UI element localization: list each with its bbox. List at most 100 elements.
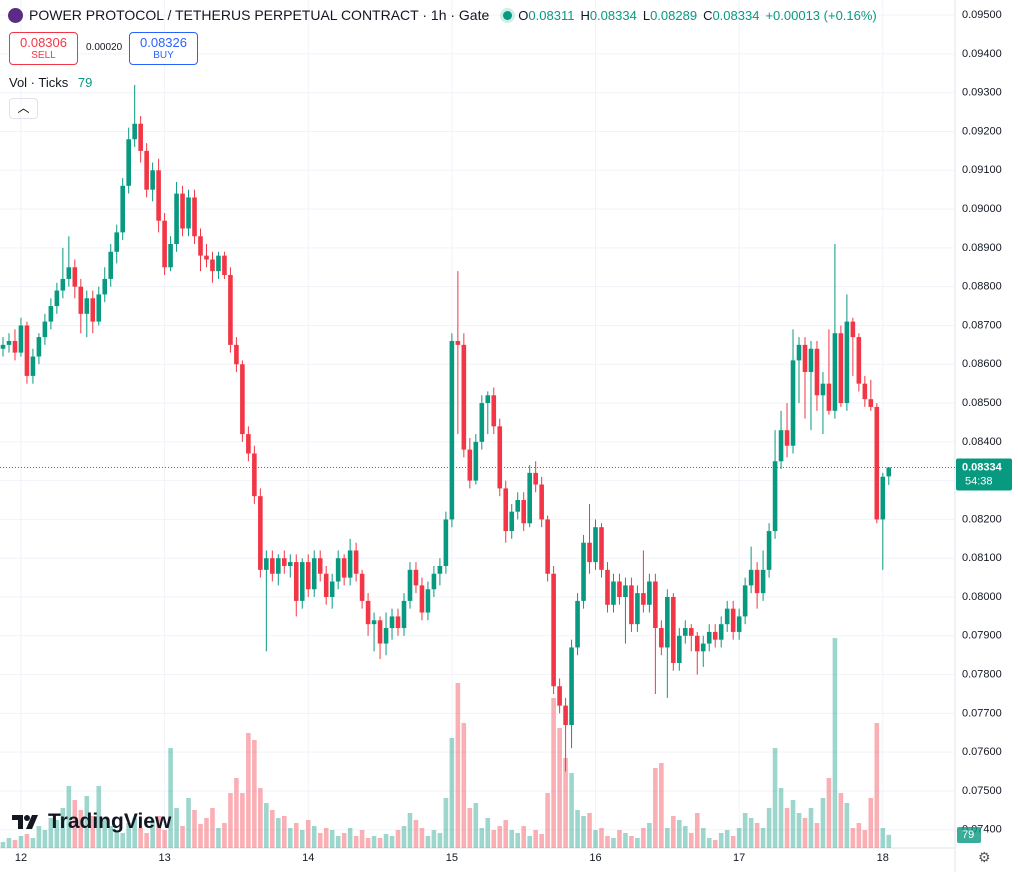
symbol-icon <box>8 7 23 23</box>
volume-bar <box>545 793 550 848</box>
ohlc-value: 0.08334 <box>589 7 637 23</box>
candle-body <box>299 562 305 601</box>
volume-bar <box>144 833 149 848</box>
volume-bar <box>521 826 526 848</box>
volume-bar <box>509 830 515 848</box>
volume-bar <box>42 830 48 848</box>
volume-bar <box>293 823 299 848</box>
candle-body <box>210 259 215 272</box>
candle-body <box>311 558 317 590</box>
candle-body <box>605 569 610 605</box>
volume-bar <box>431 830 437 848</box>
candle-body <box>778 430 784 462</box>
y-tick-label: 0.09000 <box>962 203 1002 215</box>
buy-label: BUY <box>153 50 174 61</box>
candle-body <box>437 565 443 574</box>
y-tick-label: 0.08800 <box>962 281 1002 293</box>
volume-bar <box>48 818 54 848</box>
volume-bar <box>96 786 102 848</box>
volume-bar <box>90 816 96 848</box>
countdown: 54:38 <box>965 475 993 487</box>
volume-bar <box>629 836 634 848</box>
candle-body <box>353 550 359 574</box>
settings-button[interactable]: ⚙ <box>978 849 991 865</box>
volume-bar <box>353 836 359 848</box>
candle-body <box>293 562 299 601</box>
volume-bar <box>84 796 90 848</box>
volume-bar <box>635 838 640 848</box>
candle-body <box>473 441 479 481</box>
candle-body <box>485 395 491 404</box>
candle-body <box>760 569 766 594</box>
volume-bar <box>808 808 814 848</box>
volume-bar <box>700 828 706 848</box>
y-tick-label: 0.08900 <box>962 242 1002 254</box>
volume-bar <box>264 803 269 848</box>
candle-body <box>18 325 24 353</box>
volume-bar <box>305 820 311 848</box>
volume-bar <box>461 723 467 848</box>
candle-body <box>563 705 568 726</box>
volume-bar <box>772 748 778 848</box>
volume-bar <box>718 833 724 848</box>
volume-bar <box>180 826 185 848</box>
volume-bar <box>24 834 30 848</box>
candle-body <box>323 573 329 598</box>
candle-body <box>449 340 455 520</box>
volume-bar <box>485 818 491 848</box>
ohlc-value: 0.08289 <box>650 7 698 23</box>
candle-body <box>527 472 532 524</box>
candle-body <box>479 403 485 442</box>
candle-body <box>796 344 802 361</box>
volume-bar <box>168 748 173 848</box>
volume-bar <box>6 838 12 848</box>
volume-bar <box>18 836 24 848</box>
sell-button[interactable]: 0.08306 SELL <box>9 32 78 65</box>
volume-bar <box>659 763 664 848</box>
y-tick-label: 0.07800 <box>962 669 1002 681</box>
volume-bar <box>611 838 616 848</box>
volume-bar <box>377 838 383 848</box>
candle-body <box>192 197 197 237</box>
ohlc-item: H0.08334 <box>580 8 636 23</box>
candle-body <box>838 333 844 404</box>
buy-button[interactable]: 0.08326 BUY <box>129 32 198 65</box>
volume-bar <box>246 733 251 848</box>
buy-price: 0.08326 <box>140 35 187 50</box>
candle-body <box>724 608 730 625</box>
volume-bar <box>653 768 658 848</box>
volume-bar <box>605 836 610 848</box>
sell-price: 0.08306 <box>20 35 67 50</box>
volume-bar <box>383 834 389 848</box>
y-tick-label: 0.09500 <box>962 9 1002 21</box>
candle-body <box>677 635 682 663</box>
volume-bar <box>557 728 562 848</box>
y-tick-label: 0.07700 <box>962 707 1002 719</box>
volume-bar <box>365 838 371 848</box>
volume-bar <box>323 828 329 848</box>
ohlc-key: L <box>642 7 651 23</box>
candle-body <box>347 550 353 578</box>
volume-bar <box>706 838 712 848</box>
candle-body <box>180 193 185 229</box>
x-tick-label: 15 <box>446 852 458 864</box>
candle-body <box>790 360 796 446</box>
y-tick-label: 0.07600 <box>962 746 1002 758</box>
candle-body <box>551 573 556 687</box>
sell-label: SELL <box>31 50 56 61</box>
volume-bar <box>156 816 161 848</box>
volume-bar <box>682 826 688 848</box>
candle-body <box>665 597 670 648</box>
volume-bar <box>162 830 167 848</box>
volume-bar <box>204 818 209 848</box>
volume-bar <box>856 823 862 848</box>
x-tick-label: 18 <box>877 852 889 864</box>
volume-bar <box>30 838 36 848</box>
collapse-button[interactable]: ︿ <box>9 98 38 119</box>
indicator-name: Vol · Ticks <box>9 75 69 90</box>
price-axis-bg <box>955 0 1018 872</box>
candle-body <box>162 220 167 268</box>
candle-body <box>270 558 275 574</box>
candle-body <box>365 600 371 625</box>
